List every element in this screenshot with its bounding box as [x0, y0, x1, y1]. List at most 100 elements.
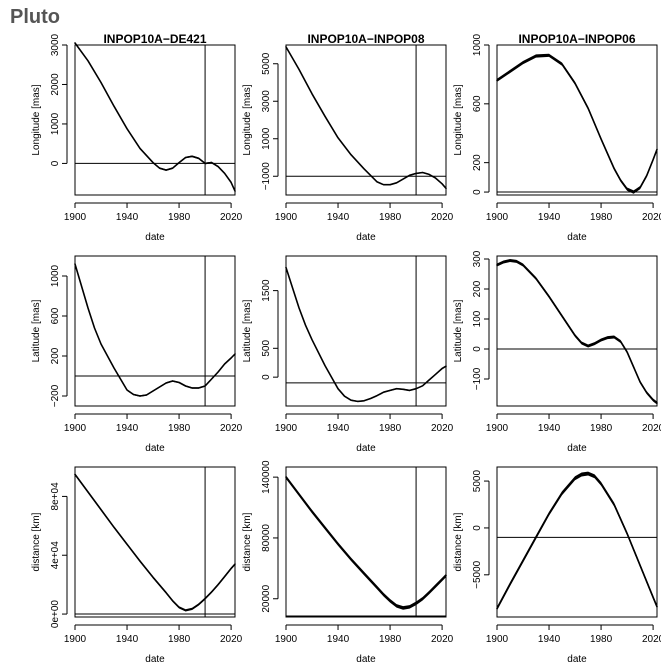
y-tick-label: 5000 [472, 470, 483, 493]
x-axis-label: date [356, 443, 376, 454]
data-line [496, 472, 658, 610]
y-tick-label: 0 [472, 346, 483, 352]
chart-panel-6: 1900 1940 1980 2020 date −100 0 100 200 300 Latitu… [453, 250, 661, 454]
x-tick-label: 1980 [590, 634, 613, 645]
y-tick-label: −5000 [472, 560, 483, 589]
y-tick-label: 1000 [50, 264, 61, 287]
chart-panel-5: 1900 1940 1980 2020 date 0 500 1500 Latitude [ma… [242, 255, 454, 454]
y-tick-label: 3000 [261, 90, 272, 113]
x-tick-label: 2020 [642, 212, 661, 223]
x-tick-label: 2020 [220, 423, 243, 434]
x-tick-label: 1940 [538, 423, 561, 434]
chart-panel-8: 1900 1940 1980 2020 date 20000 80000 140000 dist… [242, 460, 454, 665]
x-tick-label: 1980 [168, 423, 191, 434]
plot-frame [496, 44, 658, 196]
y-tick-label: 140000 [261, 460, 272, 494]
x-axis-label: date [567, 443, 587, 454]
y-tick-label: 200 [472, 280, 483, 297]
x-tick-label: 1980 [379, 634, 402, 645]
x-tick-label: 1940 [116, 634, 139, 645]
plot-frame [496, 466, 658, 618]
x-tick-label: 1900 [275, 212, 298, 223]
x-tick-label: 1980 [379, 423, 402, 434]
y-tick-label: 1000 [472, 33, 483, 56]
data-line [496, 259, 658, 404]
chart-panel-2: INPOP10A−INPOP08 1900 1940 1980 2020 date −100… [242, 32, 454, 243]
y-axis-label: distance [km] [453, 512, 464, 571]
y-tick-label: 1000 [50, 112, 61, 135]
data-band [497, 53, 657, 194]
x-tick-label: 1940 [116, 423, 139, 434]
y-tick-label: 1500 [261, 279, 272, 302]
data-band [497, 259, 657, 405]
y-tick-label: 200 [50, 347, 61, 364]
y-tick-label: 0 [50, 160, 61, 166]
data-band [75, 42, 235, 192]
data-band [497, 471, 657, 611]
x-tick-label: 2020 [220, 212, 243, 223]
data-line [285, 266, 447, 403]
x-tick-label: 1980 [590, 423, 613, 434]
y-tick-label: 3000 [50, 33, 61, 56]
y-tick-label: 0 [472, 525, 483, 531]
data-band [75, 263, 235, 397]
x-tick-label: 2020 [431, 634, 454, 645]
plot-frame [496, 255, 658, 407]
x-axis-label: date [145, 443, 165, 454]
y-tick-label: 20000 [261, 584, 272, 612]
y-tick-label: 4e+04 [50, 541, 61, 570]
y-axis-label: Latitude [mas] [31, 299, 42, 362]
chart-panel-7: 1900 1940 1980 2020 date 0e+00 4e+04 8e+04 dista… [31, 466, 243, 665]
data-line [285, 46, 447, 190]
x-tick-label: 1900 [64, 212, 87, 223]
y-tick-label: 2000 [50, 73, 61, 96]
chart-title: INPOP10A−DE421 [103, 32, 206, 46]
x-tick-label: 1940 [327, 634, 350, 645]
y-tick-label: 600 [50, 307, 61, 324]
data-line [74, 263, 236, 397]
data-band [286, 46, 446, 189]
chart-panel-1: INPOP10A−DE421 1900 1940 1980 2020 date 0 1000 2… [31, 32, 243, 243]
x-axis-label: date [567, 232, 587, 243]
y-tick-label: 0e+00 [50, 600, 61, 629]
y-tick-label: 600 [472, 95, 483, 112]
x-tick-label: 1900 [486, 634, 509, 645]
y-axis-label: Longitude [mas] [242, 84, 253, 155]
y-tick-label: 200 [472, 154, 483, 171]
data-line [285, 476, 447, 609]
y-tick-label: −1000 [261, 162, 272, 191]
y-tick-label: 300 [472, 250, 483, 267]
data-line [496, 54, 658, 193]
x-tick-label: 1900 [486, 423, 509, 434]
y-tick-label: 1000 [261, 127, 272, 150]
x-tick-label: 2020 [220, 634, 243, 645]
data-line [74, 42, 236, 192]
chart-panel-3: INPOP10A−INPOP06 1900 1940 1980 2020 date 0 200… [453, 32, 661, 243]
plot-frame [74, 466, 236, 618]
x-tick-label: 1940 [116, 212, 139, 223]
y-axis-label: Longitude [mas] [453, 84, 464, 155]
y-tick-label: 100 [472, 310, 483, 327]
x-tick-label: 1980 [379, 212, 402, 223]
chart-panel-9: 1900 1940 1980 2020 date −5000 0 5000 distance [… [453, 466, 661, 665]
x-tick-label: 1940 [538, 212, 561, 223]
y-tick-label: 80000 [261, 524, 272, 552]
x-tick-label: 2020 [431, 423, 454, 434]
x-axis-label: date [145, 654, 165, 665]
page-title: Pluto [10, 6, 60, 28]
data-band [286, 475, 446, 610]
y-tick-label: 0 [261, 374, 272, 380]
x-tick-label: 2020 [431, 212, 454, 223]
x-tick-label: 1900 [486, 212, 509, 223]
y-tick-label: −100 [472, 367, 483, 390]
x-tick-label: 1900 [64, 423, 87, 434]
plot-frame [285, 466, 447, 618]
y-axis-label: distance [km] [31, 512, 42, 571]
x-tick-label: 1900 [64, 634, 87, 645]
y-tick-label: 8e+04 [50, 482, 61, 511]
x-tick-label: 2020 [642, 423, 661, 434]
plot-frame [74, 44, 236, 196]
x-axis-label: date [567, 654, 587, 665]
y-tick-label: 500 [261, 340, 272, 357]
chart-title: INPOP10A−INPOP06 [518, 32, 635, 46]
